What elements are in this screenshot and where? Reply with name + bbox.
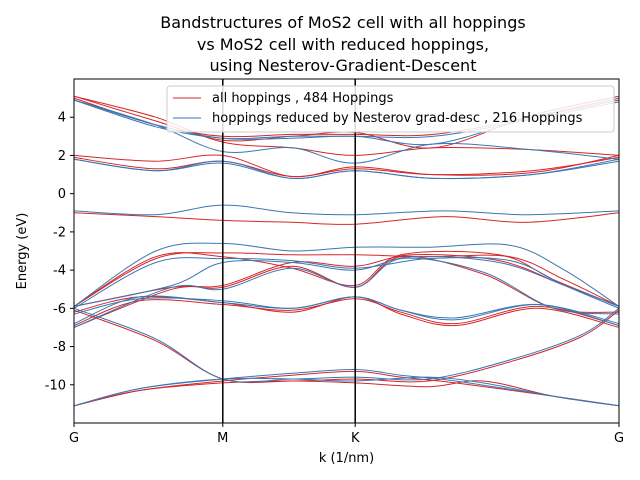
band-line [73,156,620,178]
y-tick-label: -8 [53,340,66,355]
legend-box [166,85,615,133]
band-line [73,212,620,225]
x-tick-label: G [614,431,624,446]
y-tick-label: 0 [58,187,66,202]
plot-frame [73,78,620,424]
band-line [73,154,620,178]
chart-title-line-3: using Nesterov-Gradient-Descent [210,56,477,75]
x-tick-label: G [69,431,79,446]
x-tick-label: K [351,431,360,446]
y-tick-label: -4 [53,264,66,279]
y-tick-label: -6 [53,302,66,317]
legend: all hoppings , 484 Hoppings hoppings red… [166,85,615,133]
legend-label-all-hoppings: all hoppings , 484 Hoppings [212,91,394,106]
band-line [73,158,620,180]
x-axis-label: k (1/nm) [319,451,374,466]
band-line [73,204,620,216]
y-tick-label: -10 [45,378,66,393]
legend-label-reduced-hoppings: hoppings reduced by Nesterov grad-desc ,… [212,111,583,126]
y-tick-label: 4 [58,111,66,126]
chart-title: Bandstructures of MoS2 cell with all hop… [160,13,525,75]
axes: -10 -8 -6 -4 -2 0 2 4 G M K G [45,78,624,446]
y-axis-label: Energy (eV) [15,213,30,290]
x-tick-label: M [217,431,228,446]
chart-title-line-2: vs MoS2 cell with reduced hoppings, [197,35,489,54]
y-tick-label: 2 [58,149,66,164]
y-tick-label: -2 [53,225,66,240]
chart-title-line-1: Bandstructures of MoS2 cell with all hop… [160,13,525,32]
